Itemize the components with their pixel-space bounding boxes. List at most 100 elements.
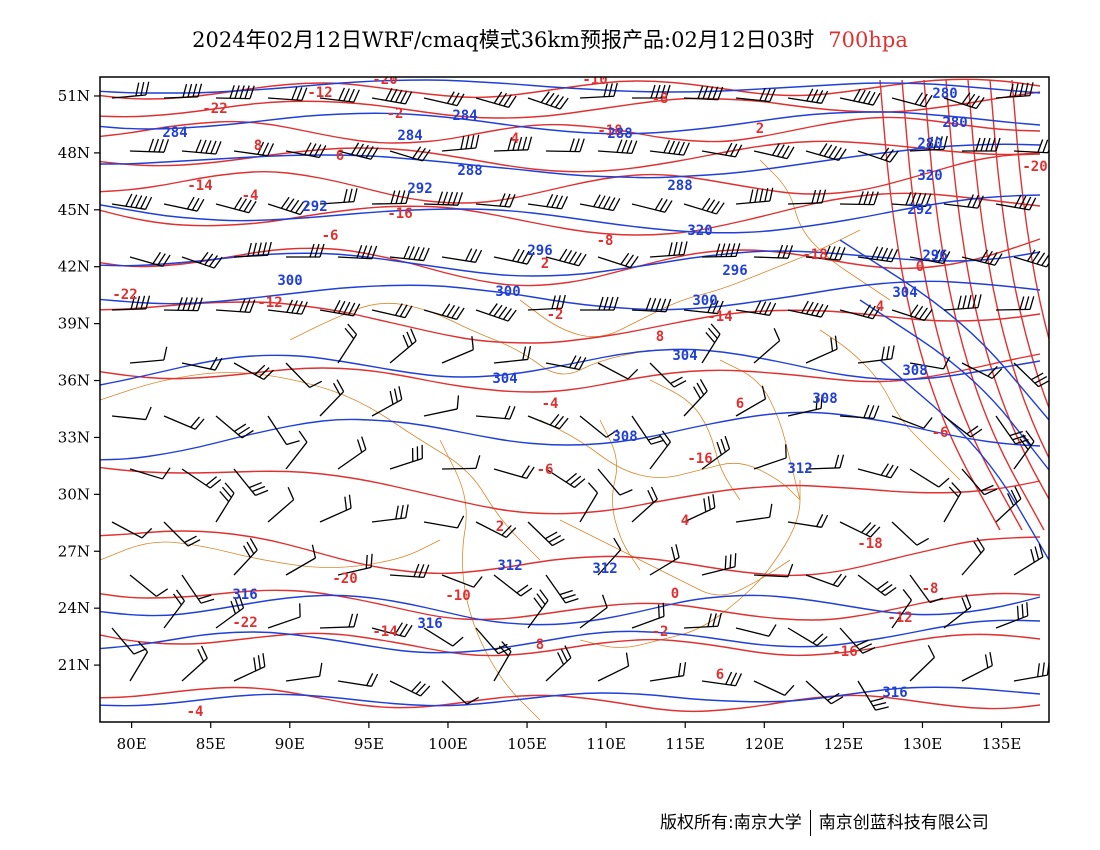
wind-barb (701, 243, 741, 258)
wind-barb (961, 537, 985, 576)
height-label: 304 (672, 348, 697, 364)
height-label: 312 (592, 561, 617, 577)
wind-barb (475, 91, 517, 108)
wind-barb (805, 143, 847, 161)
wind-barb (701, 142, 743, 158)
temperature-contour (967, 79, 1049, 460)
wind-barb (943, 194, 984, 209)
wind-barb (337, 323, 358, 364)
wind-barb (215, 482, 235, 523)
wind-barb (337, 244, 378, 260)
wind-barb (527, 589, 549, 629)
wind-barb (233, 468, 269, 497)
temperature-contour (879, 79, 1001, 531)
wind-barb (631, 415, 665, 445)
wind-barb (839, 404, 880, 420)
height-label: 316 (417, 616, 442, 632)
height-label: 288 (457, 163, 482, 179)
temperature-label: 8 (536, 637, 544, 653)
wind-barb (285, 544, 317, 576)
wind-barb (389, 245, 430, 262)
wind-barb (493, 136, 533, 152)
temperature-label: -12 (257, 295, 282, 311)
wind-barb (181, 139, 222, 155)
wind-barb (337, 553, 373, 576)
wind-barb (423, 191, 464, 206)
wind-barb (787, 394, 823, 417)
wind-barb (319, 494, 352, 523)
wind-barb (579, 415, 619, 438)
wind-barb (233, 653, 266, 682)
temperature-label: -8 (597, 233, 614, 249)
wind-barb (215, 85, 255, 100)
wind-barb (111, 295, 151, 311)
wind-barb (891, 304, 933, 322)
copyright-footer: 版权所有:南京大学 南京创蓝科技有限公司 (660, 808, 989, 836)
wind-barb (389, 444, 423, 470)
height-label: 300 (692, 293, 717, 309)
temperature-label: 4 (876, 299, 884, 315)
wind-barb (805, 680, 844, 705)
boundary-line (719, 359, 801, 501)
wind-barb (857, 246, 899, 263)
wind-barb (753, 680, 795, 696)
wind-barb (631, 197, 673, 213)
wind-barb (961, 362, 1003, 380)
wind-barb (267, 486, 295, 523)
wind-barb (233, 538, 258, 576)
temperature-label: -12 (307, 85, 332, 101)
wind-barb (649, 140, 690, 156)
wind-barb (111, 406, 152, 421)
temperature-label: -18 (802, 247, 827, 263)
latitude-axis: 51N 48N 45N 42N 39N 36N 33N 30N 27N 24N 21N (58, 87, 100, 674)
lon-tick-label: 110E (586, 735, 626, 753)
wind-barb (527, 194, 569, 210)
temperature-contour (100, 140, 1041, 173)
wind-barb (839, 627, 876, 654)
copyright-owner: 版权所有:南京大学 (660, 813, 802, 833)
temperature-contour (923, 79, 1045, 531)
wind-barb (319, 188, 358, 205)
height-label: 320 (917, 168, 942, 184)
wind-barb (215, 415, 254, 439)
wind-barb (649, 662, 687, 682)
wind-barb (597, 362, 639, 380)
boundary-line (579, 480, 801, 648)
wind-barb (545, 138, 585, 153)
wind-barb (735, 385, 767, 417)
copyright-company: 南京创蓝科技有限公司 (818, 813, 989, 833)
wind-barb (631, 297, 672, 313)
temperature-contours (100, 78, 1049, 713)
wind-barb (735, 87, 776, 103)
height-contour (100, 250, 1041, 277)
height-contour (100, 411, 1041, 461)
wind-barb (493, 574, 533, 597)
temperature-label: -16 (387, 206, 412, 222)
wind-barb (753, 143, 795, 160)
wind-barb (129, 251, 171, 267)
wind-barb (319, 87, 360, 103)
height-contour (100, 194, 1041, 234)
temperature-label: -16 (687, 451, 712, 467)
wind-barb (839, 191, 879, 206)
boundary-line (539, 419, 801, 501)
wind-barb (371, 303, 413, 319)
wind-barb (527, 521, 565, 547)
wind-barb (909, 644, 936, 682)
wind-barb (909, 249, 951, 265)
temperature-contour (100, 91, 1041, 119)
height-contours (100, 79, 1049, 707)
wind-barb (441, 336, 474, 364)
temperature-label: -14 (707, 309, 732, 325)
lat-tick-label: 48N (58, 144, 90, 162)
wind-barb (181, 251, 223, 269)
wind-barb (337, 436, 367, 470)
lon-tick-label: 120E (745, 735, 785, 753)
wind-barb (267, 603, 301, 629)
lat-tick-label: 39N (58, 315, 90, 333)
wind-barb (337, 673, 379, 687)
wind-barb (111, 627, 147, 655)
temperature-label: -16 (832, 644, 857, 660)
wind-barb (129, 138, 170, 153)
